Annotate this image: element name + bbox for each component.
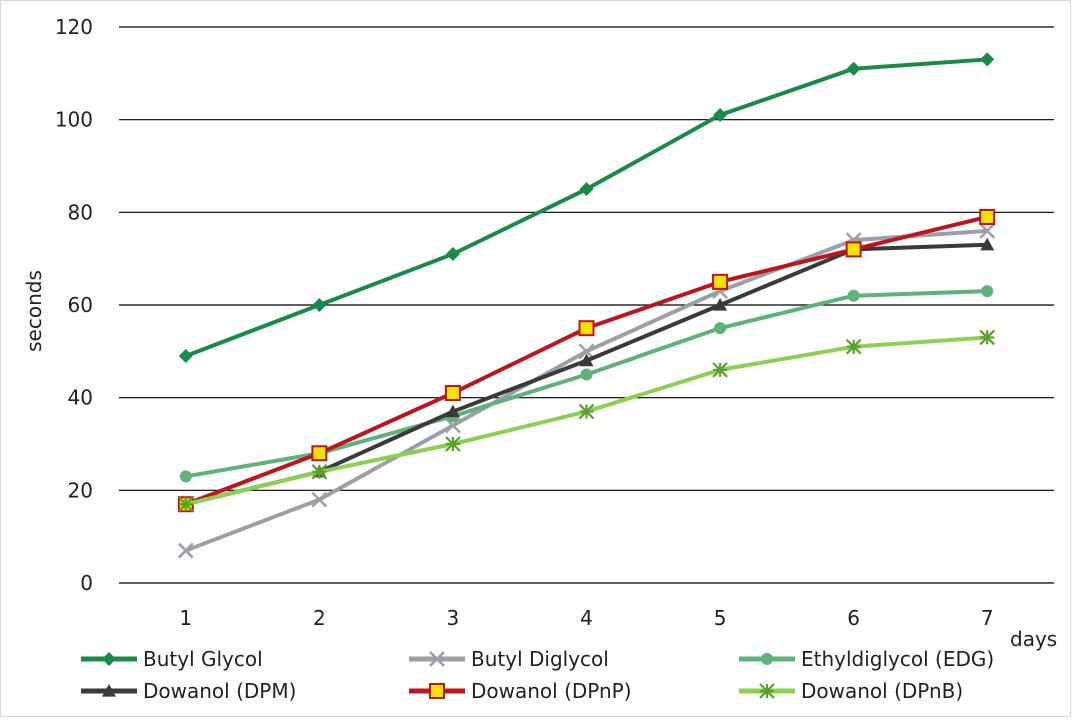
series-butyl-glycol bbox=[178, 52, 995, 363]
legend-item: Butyl Glycol bbox=[81, 647, 263, 671]
legend-item: Dowanol (DPnB) bbox=[739, 679, 963, 703]
data-point bbox=[761, 653, 773, 665]
data-point bbox=[179, 470, 192, 483]
y-axis-title: seconds bbox=[22, 270, 46, 352]
data-point bbox=[579, 353, 594, 367]
y-tick-label: 60 bbox=[68, 293, 93, 317]
data-point bbox=[580, 368, 593, 381]
y-tick-label: 120 bbox=[55, 15, 93, 39]
data-point bbox=[847, 289, 860, 302]
y-tick-label: 40 bbox=[68, 386, 93, 410]
data-point bbox=[445, 436, 461, 452]
data-point bbox=[979, 329, 995, 346]
x-tick-label: 2 bbox=[313, 606, 326, 630]
legend-label: Butyl Glycol bbox=[143, 647, 263, 671]
data-point bbox=[178, 496, 194, 513]
legend-item: Butyl Diglycol bbox=[409, 647, 609, 671]
y-tick-label: 100 bbox=[55, 108, 93, 132]
data-point bbox=[444, 385, 461, 402]
legend-label: Ethyldiglycol (EDG) bbox=[801, 647, 994, 671]
data-point bbox=[713, 108, 728, 123]
legend-item: Ethyldiglycol (EDG) bbox=[739, 647, 994, 671]
data-point bbox=[845, 338, 862, 355]
data-point bbox=[759, 683, 775, 699]
data-point bbox=[578, 343, 595, 360]
data-point bbox=[312, 298, 327, 312]
x-axis-title: days bbox=[1010, 627, 1057, 651]
legend-label: Dowanol (DPnB) bbox=[801, 679, 963, 703]
data-point bbox=[311, 491, 328, 508]
y-tick-labels: 0 20 40 60 80 100 120 bbox=[55, 15, 93, 595]
data-point bbox=[178, 348, 193, 363]
data-point bbox=[980, 52, 995, 67]
y-tick-label: 20 bbox=[68, 478, 93, 502]
data-point bbox=[845, 241, 862, 258]
grid-lines bbox=[119, 26, 1054, 584]
data-point bbox=[102, 684, 116, 697]
series-ethyldiglycol-edg bbox=[179, 285, 994, 483]
y-tick-label: 0 bbox=[80, 571, 93, 595]
series-line bbox=[185, 289, 988, 479]
data-point bbox=[311, 445, 328, 462]
data-point bbox=[713, 298, 728, 311]
data-point bbox=[712, 362, 728, 378]
data-point bbox=[445, 247, 460, 262]
data-point bbox=[102, 652, 116, 666]
x-tick-label: 1 bbox=[179, 606, 192, 630]
data-point bbox=[578, 403, 595, 420]
data-point bbox=[445, 404, 460, 418]
data-point bbox=[445, 417, 461, 434]
series-line bbox=[185, 57, 988, 358]
legend-item: Dowanol (DPM) bbox=[81, 679, 296, 703]
legend-label: Dowanol (DPnP) bbox=[471, 679, 632, 703]
data-point bbox=[979, 222, 996, 239]
legend-item: Dowanol (DPnP) bbox=[409, 679, 632, 703]
data-point bbox=[429, 683, 445, 699]
series-dowanol-dpnb bbox=[178, 329, 995, 513]
series-line bbox=[185, 228, 988, 553]
legend-label: Dowanol (DPM) bbox=[143, 679, 296, 703]
x-tick-label: 3 bbox=[447, 606, 460, 630]
data-point bbox=[177, 542, 194, 559]
legend-label: Butyl Diglycol bbox=[471, 647, 609, 671]
data-point bbox=[979, 208, 996, 225]
data-point bbox=[311, 464, 328, 480]
data-point bbox=[846, 61, 861, 76]
series-butyl-diglycol bbox=[177, 222, 996, 559]
data-point bbox=[980, 237, 995, 251]
x-tick-label: 4 bbox=[580, 606, 593, 630]
data-point bbox=[712, 273, 729, 290]
data-point bbox=[981, 285, 994, 298]
data-point bbox=[714, 322, 727, 335]
series-layer bbox=[177, 52, 996, 559]
data-point bbox=[429, 651, 445, 667]
data-point bbox=[578, 320, 595, 337]
x-tick-labels: 1 2 3 4 5 6 7 bbox=[179, 606, 993, 630]
legend: Butyl Glycol Butyl Diglycol Ethyldiglycol … bbox=[81, 647, 994, 703]
x-tick-label: 7 bbox=[981, 606, 994, 630]
y-tick-label: 80 bbox=[68, 200, 93, 224]
x-tick-label: 6 bbox=[847, 606, 860, 630]
x-tick-label: 5 bbox=[714, 606, 727, 630]
data-point bbox=[579, 182, 594, 197]
